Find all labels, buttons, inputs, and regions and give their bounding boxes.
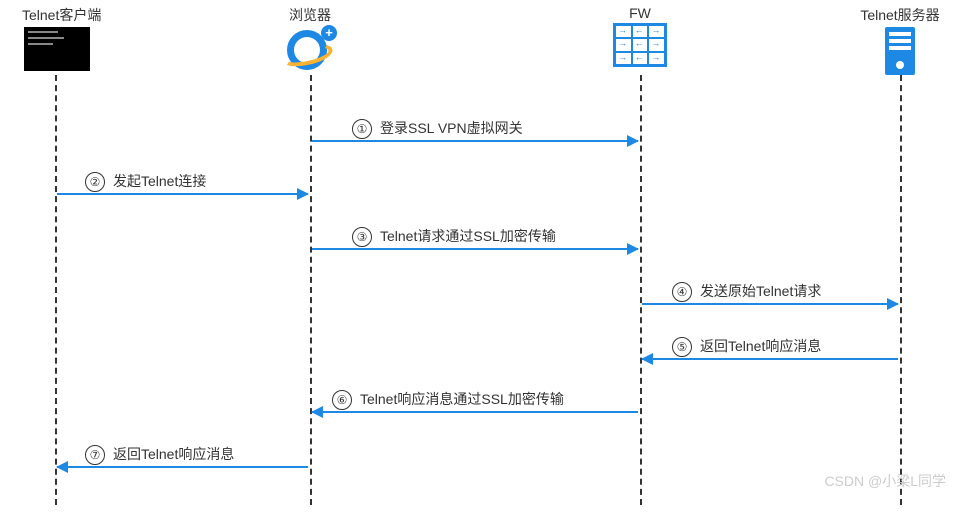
server-icon <box>885 27 915 75</box>
actor-label: 浏览器 <box>282 5 338 25</box>
step-number: ⑦ <box>85 445 105 465</box>
arrow-right-icon <box>57 193 308 195</box>
msg-5: ⑤ 返回Telnet响应消息 <box>642 340 898 364</box>
actor-telnet-client: Telnet客户端 <box>22 5 92 71</box>
arrow-left-icon <box>57 466 308 468</box>
msg-label: 登录SSL VPN虚拟网关 <box>380 120 523 136</box>
step-number: ② <box>85 172 105 192</box>
actor-telnet-server: Telnet服务器 <box>858 5 942 75</box>
firewall-icon <box>613 23 667 67</box>
arrow-left-icon <box>642 358 898 360</box>
arrow-right-icon <box>642 303 898 305</box>
step-number: ③ <box>352 227 372 247</box>
sequence-diagram: Telnet客户端 浏览器 + FW Telnet服务器 ① 登录SSL VPN虚… <box>0 0 966 521</box>
arrow-left-icon <box>312 411 638 413</box>
msg-6: ⑥ Telnet响应消息通过SSL加密传输 <box>312 393 638 417</box>
msg-label: Telnet响应消息通过SSL加密传输 <box>360 391 564 407</box>
lifeline-client <box>55 75 57 505</box>
watermark: CSDN @小梁L同学 <box>824 471 946 491</box>
actor-label: Telnet客户端 <box>22 5 92 25</box>
step-number: ④ <box>672 282 692 302</box>
msg-label: 发送原始Telnet请求 <box>700 283 821 299</box>
msg-label: 返回Telnet响应消息 <box>113 446 234 462</box>
msg-7: ⑦ 返回Telnet响应消息 <box>57 448 308 472</box>
arrow-right-icon <box>312 248 638 250</box>
terminal-icon <box>24 27 90 71</box>
msg-label: 返回Telnet响应消息 <box>700 338 821 354</box>
arrow-right-icon <box>312 140 638 142</box>
msg-label: 发起Telnet连接 <box>113 173 206 189</box>
actor-firewall: FW <box>612 5 668 67</box>
msg-1: ① 登录SSL VPN虚拟网关 <box>312 122 638 146</box>
step-number: ① <box>352 119 372 139</box>
step-number: ⑤ <box>672 337 692 357</box>
msg-2: ② 发起Telnet连接 <box>57 175 308 199</box>
msg-3: ③ Telnet请求通过SSL加密传输 <box>312 230 638 254</box>
msg-label: Telnet请求通过SSL加密传输 <box>380 228 556 244</box>
step-number: ⑥ <box>332 390 352 410</box>
browser-icon: + <box>287 27 333 73</box>
msg-4: ④ 发送原始Telnet请求 <box>642 285 898 309</box>
actor-browser: 浏览器 + <box>282 5 338 73</box>
lifeline-server <box>900 75 902 505</box>
actor-label: FW <box>612 5 668 21</box>
actor-label: Telnet服务器 <box>858 5 942 25</box>
